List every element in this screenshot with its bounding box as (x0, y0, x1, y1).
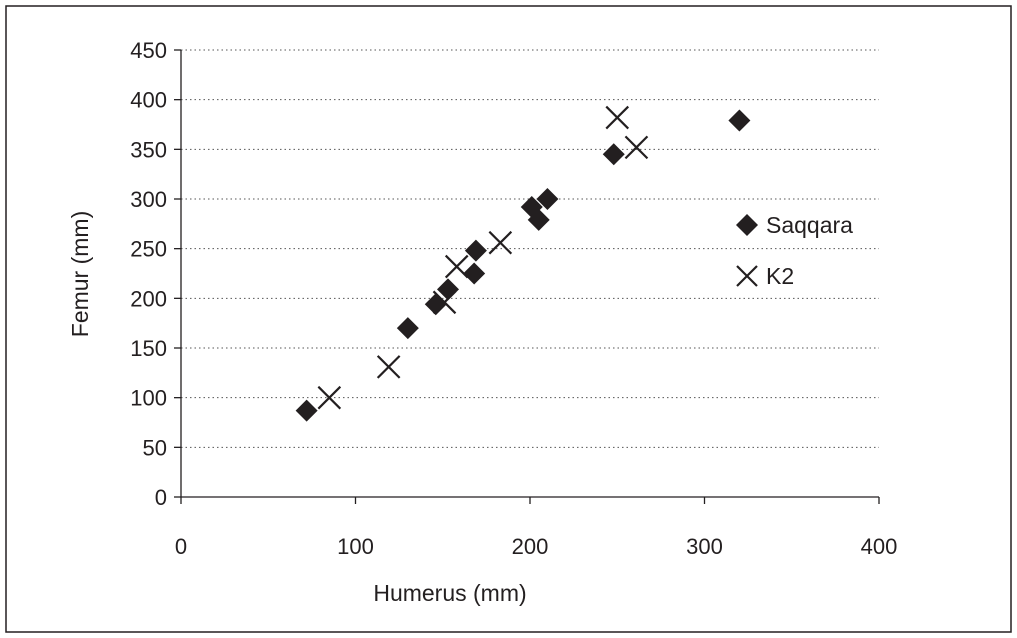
k2-point-6 (624, 135, 649, 160)
saqqara-point-4 (463, 262, 486, 285)
y-tick-label-400: 400 (130, 88, 167, 113)
legend-marker-saqqara (736, 214, 758, 236)
y-tick-label-0: 0 (155, 485, 167, 510)
axes (174, 49, 880, 504)
y-axis-title: Femur (mm) (67, 211, 93, 337)
legend-label-0: Saqqara (766, 212, 853, 238)
x-tick-label-300: 300 (686, 534, 723, 559)
k2-point-1 (376, 355, 401, 379)
k2-point-5 (605, 105, 630, 130)
legend: Saqqara K2 (736, 212, 853, 289)
saqqara-point-7 (527, 208, 550, 231)
k2-point-2 (432, 290, 457, 315)
saqqara-point-10 (728, 109, 751, 132)
y-tick-label-250: 250 (130, 237, 167, 262)
saqqara-point-8 (536, 188, 559, 210)
data-points (295, 105, 751, 422)
y-tick-label-50: 50 (143, 435, 167, 460)
y-tick-label-150: 150 (130, 336, 167, 361)
y-tick-label-100: 100 (130, 386, 167, 411)
grid-lines (181, 49, 879, 448)
tick-labels: 0 50 100 150 200 250 300 350 400 450 0 100 200 300 400 (130, 38, 897, 559)
x-tick-label-0: 0 (175, 534, 187, 559)
x-tick-label-100: 100 (337, 534, 374, 559)
y-tick-label-200: 200 (130, 286, 167, 311)
legend-label-1: K2 (766, 263, 794, 289)
y-tick-label-450: 450 (130, 38, 167, 63)
x-tick-label-400: 400 (861, 534, 898, 559)
saqqara-point-0 (295, 399, 318, 422)
x-tick-label-200: 200 (512, 534, 549, 559)
saqqara-point-5 (464, 239, 487, 262)
k2-point-4 (488, 230, 513, 255)
x-axis-title: Humerus (mm) (373, 580, 526, 606)
k2-point-0 (317, 385, 342, 410)
k2-point-3 (444, 254, 469, 279)
saqqara-point-9 (602, 143, 625, 166)
y-tick-label-350: 350 (130, 137, 167, 162)
saqqara-point-1 (396, 317, 419, 340)
legend-marker-k2 (736, 265, 758, 287)
y-tick-label-300: 300 (130, 187, 167, 212)
saqqara-point-3 (436, 278, 459, 301)
chart-frame (5, 5, 1012, 633)
